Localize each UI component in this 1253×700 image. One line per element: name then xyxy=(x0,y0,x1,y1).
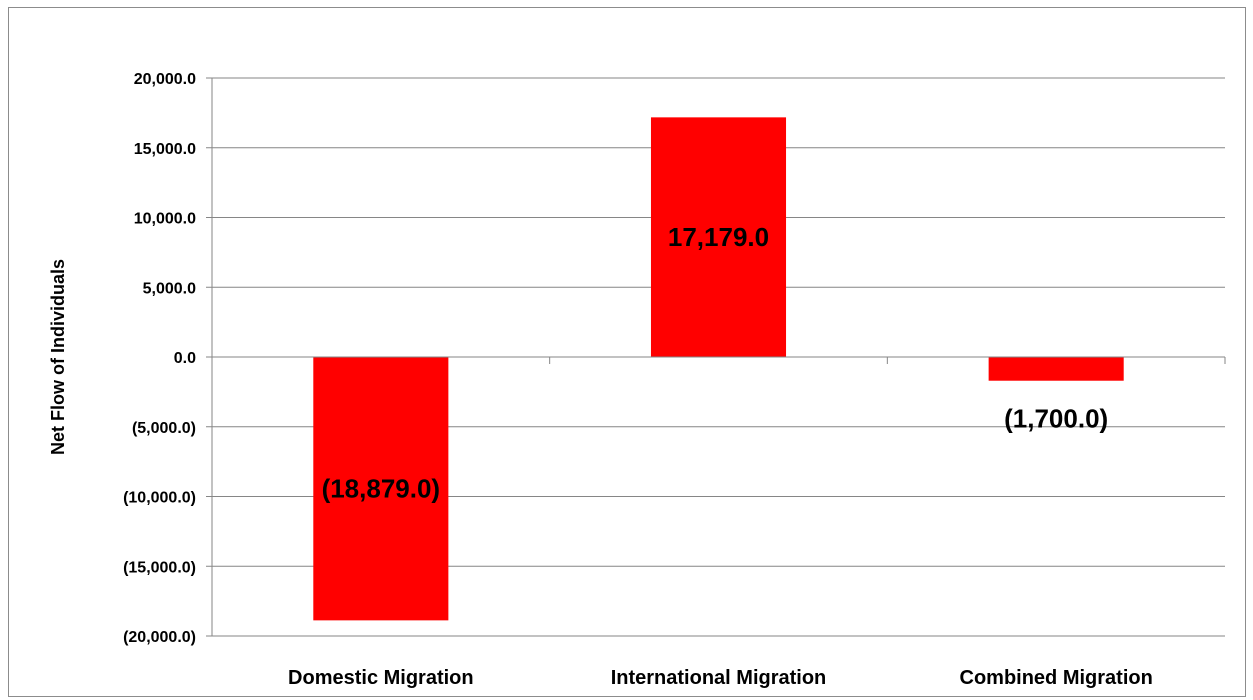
bars xyxy=(313,117,1124,621)
x-category-label: Combined Migration xyxy=(960,667,1153,689)
axes xyxy=(206,77,1226,637)
bar xyxy=(313,357,449,621)
y-tick-label: 15,000.0 xyxy=(134,141,196,158)
y-tick-label: 10,000.0 xyxy=(134,211,196,228)
data-label: 17,179.0 xyxy=(668,222,769,252)
y-tick-label: 20,000.0 xyxy=(134,71,196,88)
y-tick-label: (10,000.0) xyxy=(123,490,196,507)
y-tick-label: 5,000.0 xyxy=(143,280,196,297)
y-tick-label: (20,000.0) xyxy=(123,629,196,646)
data-labels: (18,879.0) 17,179.0 (1,700.0) xyxy=(322,222,1109,504)
chart-frame xyxy=(8,7,1246,697)
y-tick-label: (15,000.0) xyxy=(123,559,196,576)
y-axis-title: Net Flow of Individuals xyxy=(48,259,68,455)
x-category-labels: Domestic Migration International Migratio… xyxy=(288,667,1153,689)
y-tick-labels: 20,000.0 15,000.0 10,000.0 5,000.0 0.0 (5,000… xyxy=(123,71,196,646)
x-category-label: International Migration xyxy=(611,667,827,689)
data-label: (18,879.0) xyxy=(322,474,441,504)
y-tick-label: 0.0 xyxy=(174,350,196,367)
bar xyxy=(650,117,787,357)
x-category-label: Domestic Migration xyxy=(288,667,474,689)
data-label: (1,700.0) xyxy=(1004,404,1108,434)
bar xyxy=(988,357,1124,381)
y-tick-label: (5,000.0) xyxy=(132,420,196,437)
